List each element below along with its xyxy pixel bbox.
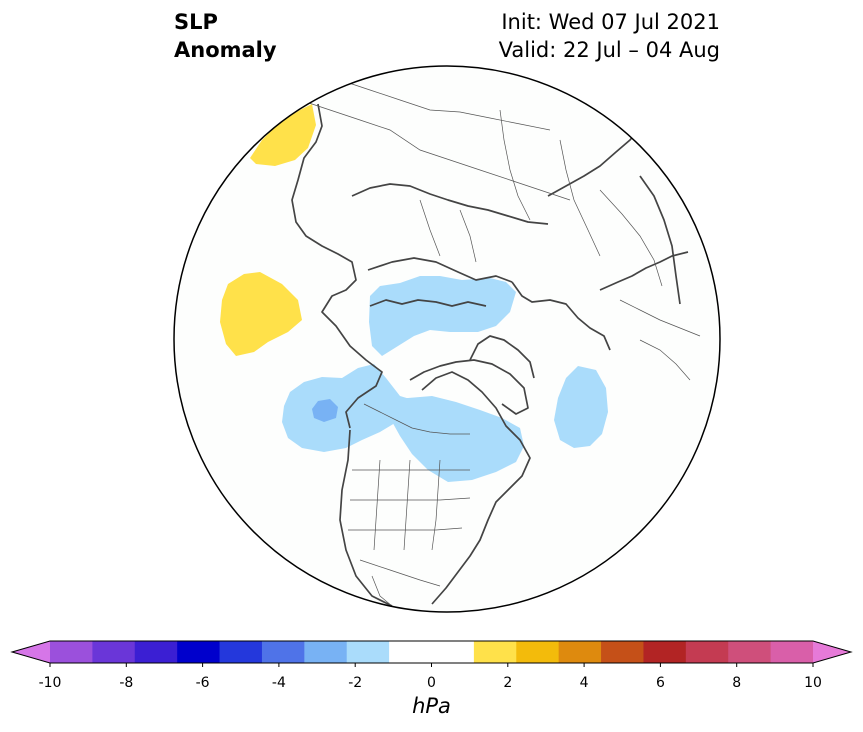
colorbar-swatch — [389, 641, 432, 663]
colorbar-tick-label: 4 — [580, 675, 589, 691]
colorbar-swatch — [177, 641, 221, 663]
colorbar-swatch — [601, 641, 644, 663]
blue-anomaly-alaska — [282, 364, 440, 452]
borders — [299, 79, 701, 607]
date-info: Init: Wed 07 Jul 2021 Valid: 22 Jul – 04… — [499, 8, 720, 64]
colorbar: -10 -8 -6 -4 -2 0 2 4 6 8 10 — [10, 640, 853, 691]
title-line-1: SLP — [174, 10, 218, 34]
colorbar-tick-label: -10 — [39, 675, 62, 691]
blue-anomaly-atlantic — [554, 366, 608, 448]
yellow-anomaly-nw — [250, 104, 316, 166]
colorbar-units: hPa — [412, 694, 451, 718]
colorbar-swatch — [770, 641, 814, 663]
map-disc — [174, 66, 720, 612]
colorbar-swatch — [473, 641, 517, 663]
colorbar-extend-max — [813, 641, 851, 663]
valid-range: Valid: 22 Jul – 04 Aug — [498, 38, 720, 62]
coastlines — [291, 103, 689, 607]
colorbar-tick-label: 6 — [656, 675, 665, 691]
colorbar-tick-label: -4 — [272, 675, 286, 691]
colorbar-swatches — [10, 640, 853, 664]
colorbar-tick-label: 0 — [427, 675, 436, 691]
colorbar-swatch — [516, 641, 560, 663]
colorbar-swatch — [134, 641, 178, 663]
colorbar-tick-label: -6 — [196, 675, 210, 691]
colorbar-ticks: -10 -8 -6 -4 -2 0 2 4 6 8 10 — [39, 663, 822, 691]
colorbar-tick-label: -2 — [348, 675, 362, 691]
colorbar-swatch — [219, 641, 263, 663]
map-title: SLP Anomaly — [174, 8, 277, 64]
colorbar-swatch — [50, 641, 93, 663]
title-line-2: Anomaly — [174, 38, 277, 62]
yellow-anomaly-pacific — [220, 272, 302, 356]
colorbar-tick-label: 2 — [503, 675, 512, 691]
colorbar-tick-label: 10 — [804, 675, 822, 691]
colorbar-swatch — [346, 641, 390, 663]
colorbar-swatch — [728, 641, 772, 663]
map-boundary — [173, 65, 721, 613]
colorbar-tick-label: 8 — [732, 675, 741, 691]
colorbar-swatch — [304, 641, 348, 663]
colorbar-swatch — [431, 641, 475, 663]
blue-anomaly-canada — [388, 396, 524, 482]
colorbar-tick-label: -8 — [119, 675, 133, 691]
colorbar-swatch — [558, 641, 602, 663]
colorbar-swatch — [685, 641, 729, 663]
colorbar-extend-min — [12, 641, 50, 663]
colorbar-swatch — [261, 641, 305, 663]
blue-anomaly-alaska-core — [312, 399, 338, 422]
init-date: Init: Wed 07 Jul 2021 — [501, 10, 720, 34]
blue-anomaly-siberia — [369, 276, 516, 356]
colorbar-swatch — [643, 641, 687, 663]
colorbar-swatch — [92, 641, 136, 663]
